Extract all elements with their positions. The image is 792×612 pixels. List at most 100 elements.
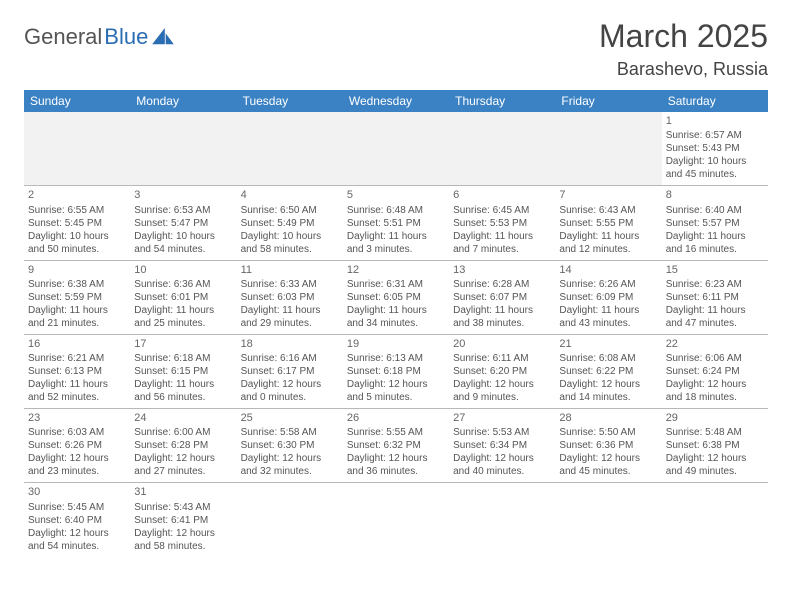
day-detail-line: and 49 minutes. — [666, 465, 764, 478]
day-detail-line: Daylight: 12 hours — [666, 452, 764, 465]
day-number: 21 — [559, 337, 657, 351]
day-detail-line: Sunrise: 6:00 AM — [134, 426, 232, 439]
day-detail-line: Sunrise: 6:31 AM — [347, 278, 445, 291]
day-detail-line: and 40 minutes. — [453, 465, 551, 478]
day-detail-line: Sunrise: 6:23 AM — [666, 278, 764, 291]
calendar-day-cell: 2Sunrise: 6:55 AMSunset: 5:45 PMDaylight… — [24, 186, 130, 260]
calendar-empty-cell — [662, 483, 768, 557]
calendar-day-cell: 9Sunrise: 6:38 AMSunset: 5:59 PMDaylight… — [24, 260, 130, 334]
calendar-week-row: 16Sunrise: 6:21 AMSunset: 6:13 PMDayligh… — [24, 334, 768, 408]
day-number: 4 — [241, 188, 339, 202]
day-number: 6 — [453, 188, 551, 202]
day-detail-line: and 47 minutes. — [666, 317, 764, 330]
day-detail-line: Sunrise: 6:57 AM — [666, 129, 764, 142]
day-detail-line: and 45 minutes. — [666, 168, 764, 181]
day-number: 10 — [134, 263, 232, 277]
day-detail-line: Sunrise: 6:11 AM — [453, 352, 551, 365]
day-detail-line: Daylight: 12 hours — [28, 452, 126, 465]
calendar-day-cell: 16Sunrise: 6:21 AMSunset: 6:13 PMDayligh… — [24, 334, 130, 408]
day-detail-line: Daylight: 11 hours — [241, 304, 339, 317]
day-number: 27 — [453, 411, 551, 425]
day-detail-line: Sunset: 5:47 PM — [134, 217, 232, 230]
day-detail-line: Daylight: 11 hours — [559, 230, 657, 243]
day-detail-line: Daylight: 11 hours — [28, 304, 126, 317]
day-detail-line: Daylight: 10 hours — [28, 230, 126, 243]
day-number: 1 — [666, 114, 764, 128]
day-detail-line: Sunset: 6:20 PM — [453, 365, 551, 378]
calendar-day-cell: 6 Sunrise: 6:45 AMSunset: 5:53 PMDaylight… — [449, 186, 555, 260]
day-detail-line: Sunset: 6:18 PM — [347, 365, 445, 378]
day-number: 18 — [241, 337, 339, 351]
day-detail-line: Daylight: 12 hours — [453, 378, 551, 391]
day-detail-line: Sunset: 6:22 PM — [559, 365, 657, 378]
day-detail-line: Daylight: 11 hours — [134, 304, 232, 317]
day-detail-line: Daylight: 11 hours — [28, 378, 126, 391]
day-number: 9 — [28, 263, 126, 277]
day-detail-line: and 16 minutes. — [666, 243, 764, 256]
day-detail-line: Sunrise: 6:33 AM — [241, 278, 339, 291]
day-detail-line: and 18 minutes. — [666, 391, 764, 404]
day-detail-line: Sunset: 6:30 PM — [241, 439, 339, 452]
day-detail-line: and 29 minutes. — [241, 317, 339, 330]
day-detail-line: and 58 minutes. — [241, 243, 339, 256]
day-detail-line: Sunrise: 6:36 AM — [134, 278, 232, 291]
calendar-day-cell: 28Sunrise: 5:50 AMSunset: 6:36 PMDayligh… — [555, 409, 661, 483]
day-number: 26 — [347, 411, 445, 425]
day-detail-line: and 14 minutes. — [559, 391, 657, 404]
calendar-day-cell: 27Sunrise: 5:53 AMSunset: 6:34 PMDayligh… — [449, 409, 555, 483]
day-detail-line: Sunrise: 6:48 AM — [347, 204, 445, 217]
day-number: 30 — [28, 485, 126, 499]
day-detail-line: and 45 minutes. — [559, 465, 657, 478]
day-number: 25 — [241, 411, 339, 425]
day-detail-line: Daylight: 12 hours — [453, 452, 551, 465]
day-number: 7 — [559, 188, 657, 202]
day-detail-line: Daylight: 11 hours — [453, 230, 551, 243]
day-detail-line: Sunrise: 5:45 AM — [28, 501, 126, 514]
day-detail-line: Daylight: 12 hours — [347, 452, 445, 465]
day-detail-line: Sunrise: 6:38 AM — [28, 278, 126, 291]
calendar-day-cell: 19Sunrise: 6:13 AMSunset: 6:18 PMDayligh… — [343, 334, 449, 408]
day-detail-line: Sunrise: 6:28 AM — [453, 278, 551, 291]
day-detail-line: Sunset: 6:03 PM — [241, 291, 339, 304]
day-detail-line: Sunset: 6:13 PM — [28, 365, 126, 378]
calendar-week-row: 9Sunrise: 6:38 AMSunset: 5:59 PMDaylight… — [24, 260, 768, 334]
calendar-week-row: 23Sunrise: 6:03 AMSunset: 6:26 PMDayligh… — [24, 409, 768, 483]
day-detail-line: Daylight: 12 hours — [134, 527, 232, 540]
day-detail-line: Daylight: 12 hours — [134, 452, 232, 465]
weekday-header: Saturday — [662, 90, 768, 112]
calendar-day-cell: 30Sunrise: 5:45 AMSunset: 6:40 PMDayligh… — [24, 483, 130, 557]
day-number: 12 — [347, 263, 445, 277]
day-detail-line: and 54 minutes. — [28, 540, 126, 553]
day-detail-line: Sunset: 6:41 PM — [134, 514, 232, 527]
day-number: 19 — [347, 337, 445, 351]
day-detail-line: and 50 minutes. — [28, 243, 126, 256]
day-detail-line: and 0 minutes. — [241, 391, 339, 404]
day-detail-line: Sunset: 6:32 PM — [347, 439, 445, 452]
calendar-empty-cell — [237, 112, 343, 186]
calendar-table: SundayMondayTuesdayWednesdayThursdayFrid… — [24, 90, 768, 557]
logo-text-general: General — [24, 24, 102, 50]
day-detail-line: Sunset: 6:01 PM — [134, 291, 232, 304]
day-detail-line: and 7 minutes. — [453, 243, 551, 256]
day-detail-line: and 25 minutes. — [134, 317, 232, 330]
calendar-day-cell: 23Sunrise: 6:03 AMSunset: 6:26 PMDayligh… — [24, 409, 130, 483]
day-number: 3 — [134, 188, 232, 202]
day-detail-line: Sunset: 5:53 PM — [453, 217, 551, 230]
day-detail-line: Sunrise: 6:40 AM — [666, 204, 764, 217]
calendar-empty-cell — [555, 112, 661, 186]
day-detail-line: Sunrise: 6:45 AM — [453, 204, 551, 217]
day-number: 22 — [666, 337, 764, 351]
day-number: 5 — [347, 188, 445, 202]
day-detail-line: and 9 minutes. — [453, 391, 551, 404]
weekday-header: Sunday — [24, 90, 130, 112]
day-detail-line: Sunset: 5:43 PM — [666, 142, 764, 155]
calendar-day-cell: 29Sunrise: 5:48 AMSunset: 6:38 PMDayligh… — [662, 409, 768, 483]
day-detail-line: and 36 minutes. — [347, 465, 445, 478]
calendar-day-cell: 14Sunrise: 6:26 AMSunset: 6:09 PMDayligh… — [555, 260, 661, 334]
day-detail-line: and 54 minutes. — [134, 243, 232, 256]
day-detail-line: and 3 minutes. — [347, 243, 445, 256]
day-detail-line: Sunset: 5:49 PM — [241, 217, 339, 230]
day-detail-line: Sunrise: 6:43 AM — [559, 204, 657, 217]
calendar-day-cell: 15Sunrise: 6:23 AMSunset: 6:11 PMDayligh… — [662, 260, 768, 334]
day-number: 28 — [559, 411, 657, 425]
